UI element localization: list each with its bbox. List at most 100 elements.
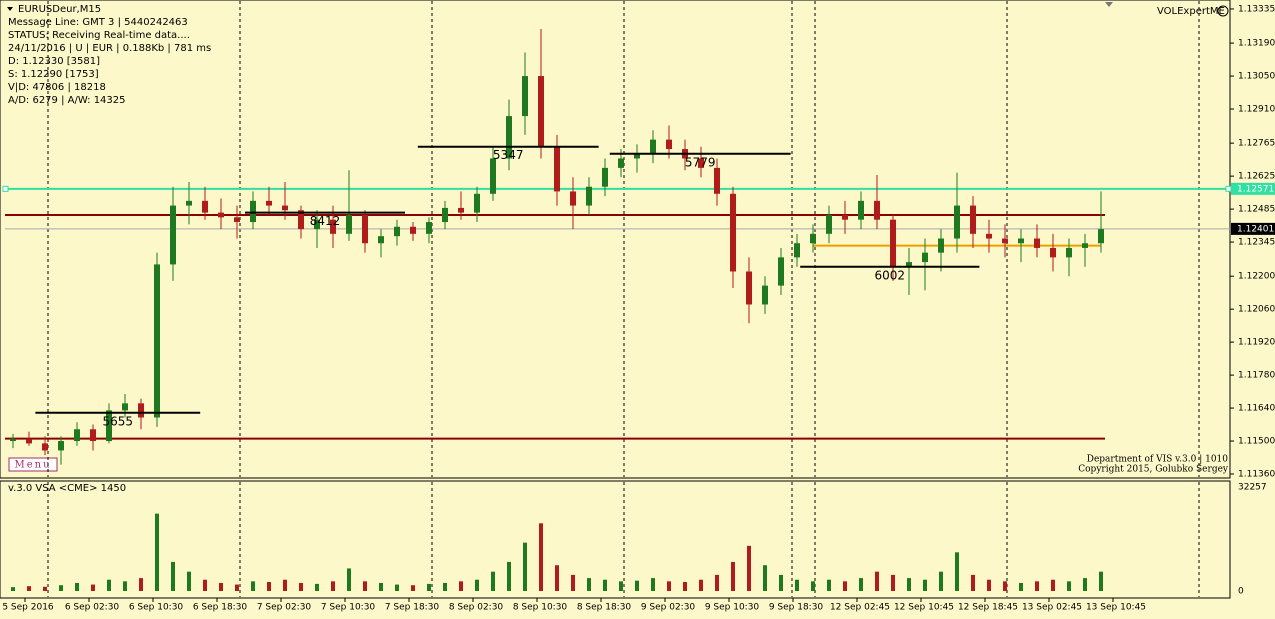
y-tick-label: 1.11500 — [1238, 437, 1275, 447]
x-tick-label: 13 Sep 02:45 — [1022, 603, 1082, 613]
credit-line: Department of VIS v.3.0 | 1010 — [1087, 455, 1229, 465]
volume-bar — [555, 565, 559, 591]
volume-bar — [571, 574, 575, 591]
info-line: Message Line: GMT 3 | 5440242463 — [8, 17, 188, 28]
volume-bar — [459, 581, 463, 591]
volume-bar — [763, 565, 767, 591]
volume-bar — [875, 571, 879, 591]
candle-body — [74, 429, 80, 442]
volume-bar — [27, 586, 31, 591]
symbol-title: EURUSDeur,M15 — [18, 4, 101, 15]
volume-bar — [715, 574, 719, 591]
y-tick-label: 1.12485 — [1238, 205, 1275, 215]
volume-bar — [1019, 582, 1023, 591]
volume-bar — [11, 587, 15, 591]
volume-bar — [1003, 581, 1007, 591]
x-tick-label: 13 Sep 10:45 — [1086, 603, 1146, 613]
info-line: D: 1.12330 [3581] — [8, 56, 100, 67]
volume-bar — [187, 571, 191, 591]
info-line: V|D: 47806 | 18218 — [8, 82, 106, 93]
volume-bar — [507, 561, 511, 591]
volume-bar — [699, 579, 703, 591]
candle-body — [410, 226, 416, 234]
candle-body — [714, 167, 720, 194]
x-tick-label: 6 Sep 10:30 — [129, 603, 184, 613]
x-tick-label: 9 Sep 10:30 — [705, 603, 760, 613]
candle-body — [10, 438, 16, 442]
candle-body — [794, 243, 800, 258]
volume-bar — [859, 578, 863, 591]
volume-bar — [955, 552, 959, 591]
volume-bar — [1051, 579, 1055, 591]
menu-label[interactable]: Menu — [14, 460, 51, 471]
volume-bar — [411, 585, 415, 591]
candle-body — [378, 236, 384, 244]
x-tick-label: 12 Sep 02:45 — [830, 603, 890, 613]
candle-body — [890, 219, 896, 267]
candle-body — [522, 76, 528, 117]
volume-bar — [971, 574, 975, 591]
candle-body — [394, 226, 400, 237]
volume-bar — [891, 574, 895, 591]
volume-bar — [123, 581, 127, 591]
candle-body — [362, 214, 368, 244]
candle-body — [234, 217, 240, 223]
candle-body — [938, 238, 944, 253]
volume-bar — [139, 578, 143, 591]
x-tick-label: 7 Sep 18:30 — [385, 603, 440, 613]
price-badge — [1231, 182, 1275, 195]
volume-bar — [603, 579, 607, 591]
menu-button[interactable]: Menu — [8, 457, 58, 472]
candle-body — [1018, 238, 1024, 244]
y-tick-label: 1.11780 — [1238, 371, 1275, 381]
segment-label: 5347 — [493, 148, 524, 162]
volume-bar — [315, 583, 319, 591]
x-tick-label: 12 Sep 18:45 — [958, 603, 1018, 613]
segment-label: 6002 — [875, 268, 906, 282]
price-badge — [1231, 222, 1275, 235]
collapse-icon[interactable] — [7, 7, 13, 11]
candle-body — [58, 441, 64, 451]
candle-body — [762, 285, 768, 305]
candle-body — [842, 214, 848, 220]
volume-bar — [651, 578, 655, 591]
candle-body — [298, 210, 304, 230]
menu-box[interactable] — [8, 457, 58, 472]
price-panel — [0, 0, 1231, 479]
volume-bar — [987, 579, 991, 591]
volume-bar — [203, 579, 207, 591]
volume-bar — [219, 582, 223, 591]
volume-bar — [795, 579, 799, 591]
volume-bar — [1099, 571, 1103, 591]
info-line: A/D: 6279 | A/W: 14325 — [8, 95, 126, 106]
price-badge-label: 1.12401 — [1237, 224, 1274, 234]
candle-body — [314, 219, 320, 230]
candle-body — [746, 271, 752, 305]
volume-bar — [1083, 578, 1087, 591]
y-tick-label: 1.12345 — [1238, 238, 1275, 248]
volume-bar — [779, 574, 783, 591]
candle-body — [586, 186, 592, 206]
candle-body — [122, 403, 128, 411]
y-tick-label: 1.12200 — [1238, 272, 1275, 282]
x-tick-label: 8 Sep 10:30 — [513, 603, 568, 613]
candle-body — [458, 207, 464, 213]
volume-bar — [731, 561, 735, 591]
volume-bar — [155, 513, 159, 591]
candle-body — [26, 438, 32, 444]
volume-bar — [59, 585, 63, 591]
volume-bar — [363, 581, 367, 591]
candle-body — [954, 205, 960, 239]
volume-bar — [491, 571, 495, 591]
volume-bar — [395, 584, 399, 591]
y-tick-label: 1.12060 — [1238, 305, 1275, 315]
volume-bar — [1067, 581, 1071, 591]
candle-body — [922, 252, 928, 263]
price-badge-label: 1.12571 — [1237, 184, 1274, 194]
candle-body — [874, 200, 880, 220]
candle-body — [170, 205, 176, 265]
volume-bar — [667, 581, 671, 591]
indicator-name: VOLExpertME — [1157, 6, 1225, 17]
volume-bar — [683, 581, 687, 591]
volume-bar — [923, 579, 927, 591]
